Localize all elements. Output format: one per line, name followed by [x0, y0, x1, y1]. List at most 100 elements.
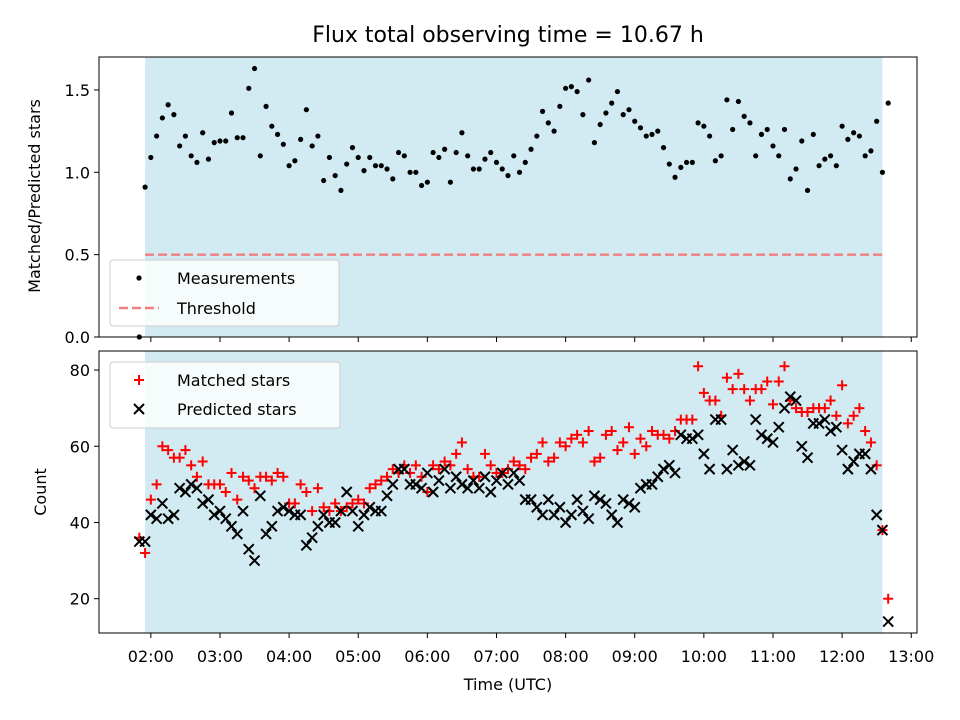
- matched-star-point: [612, 445, 623, 456]
- predicted-star-point: [703, 463, 716, 475]
- measurement-point: [240, 135, 246, 141]
- matched-star-point: [756, 384, 767, 395]
- x-tick-label: 07:00: [473, 647, 519, 666]
- measurement-point: [338, 187, 344, 194]
- measurement-point: [142, 184, 148, 190]
- predicted-star-point: [744, 459, 756, 472]
- predicted-star-point: [208, 509, 220, 521]
- matched-star-point: [307, 506, 318, 517]
- x-tick-label: 03:00: [197, 647, 243, 666]
- predicted-star-point: [283, 505, 295, 517]
- predicted-star-point: [623, 497, 635, 510]
- predicted-star-point: [433, 474, 445, 487]
- y-tick-label: 0.5: [65, 246, 90, 265]
- measurement-point: [672, 174, 678, 180]
- x-axis-label: Time (UTC): [463, 675, 552, 694]
- matched-star-point: [767, 399, 778, 410]
- matched-star-point: [238, 471, 249, 482]
- predicted-star-point: [721, 463, 733, 475]
- predicted-star-point: [847, 455, 860, 468]
- predicted-star-point: [312, 520, 324, 533]
- measurement-point: [609, 100, 615, 106]
- matched-star-point: [289, 498, 300, 509]
- predicted-star-point: [398, 463, 411, 475]
- predicted-star-point: [271, 505, 284, 517]
- matched-star-point: [163, 445, 174, 456]
- measurement-point: [332, 172, 338, 179]
- matched-star-point: [364, 483, 375, 494]
- predicted-star-point: [294, 509, 307, 521]
- measurement-point: [747, 120, 753, 126]
- predicted-star-point: [220, 512, 232, 525]
- matched-star-point: [623, 422, 634, 433]
- count-plot-frame: [98, 350, 918, 634]
- predicted-star-point: [496, 467, 508, 479]
- predicted-star-point: [461, 482, 474, 494]
- predicted-star-point: [594, 493, 606, 506]
- predicted-star-point: [870, 509, 883, 521]
- predicted-star-point: [819, 413, 831, 426]
- matched-star-point: [641, 441, 652, 452]
- measurement-point: [741, 113, 747, 119]
- measurement-point: [758, 131, 765, 138]
- predicted-star-point: [352, 520, 364, 533]
- measurement-point: [488, 149, 494, 156]
- matched-star-point: [387, 464, 398, 475]
- matched-star-point: [191, 471, 202, 482]
- matched-star-point: [232, 494, 243, 505]
- measurement-point: [349, 144, 356, 151]
- measurement-point: [799, 138, 805, 144]
- matched-star-point: [802, 406, 813, 417]
- matched-star-point: [214, 479, 225, 490]
- predicted-star-point: [536, 509, 549, 521]
- predicted-star-point: [266, 520, 278, 533]
- measurement-point: [470, 166, 477, 172]
- measurement-point: [511, 153, 517, 159]
- predicted-star-point: [185, 478, 197, 491]
- measurement-point: [442, 146, 448, 152]
- measurement-point: [246, 85, 252, 91]
- y-tick-label: 1.0: [65, 163, 90, 182]
- matched-star-point: [779, 361, 790, 372]
- predicted-star-point: [652, 471, 664, 483]
- predicted-star-point: [358, 509, 370, 521]
- measurement-point: [868, 148, 874, 154]
- measurement-point: [707, 133, 713, 139]
- measurement-point: [228, 110, 235, 116]
- measurement-point: [211, 140, 217, 146]
- chart-title: Flux total observing time = 10.67 h: [312, 23, 704, 48]
- measurement-point: [274, 131, 281, 138]
- matched-star-point: [151, 479, 162, 490]
- matched-star-point: [566, 433, 577, 444]
- measurement-point: [839, 123, 845, 129]
- measurement-point: [649, 131, 655, 138]
- matched-star-point: [226, 467, 237, 478]
- legend-marker-predicted: [133, 403, 145, 415]
- measurement-point: [315, 133, 321, 139]
- predicted-star-point: [732, 459, 745, 472]
- x-tick-label: 13:00: [888, 647, 934, 666]
- measurement-point: [781, 126, 788, 133]
- predicted-star-point: [490, 474, 503, 487]
- predicted-star-point: [582, 512, 595, 525]
- x-tick-label: 05:00: [335, 647, 381, 666]
- matched-star-point: [174, 452, 185, 463]
- predicted-star-point: [485, 486, 497, 498]
- y-tick-label: 60: [70, 437, 90, 456]
- measurement-point: [862, 153, 868, 159]
- predicted-star-point: [796, 440, 808, 452]
- predicted-star-point: [830, 421, 843, 433]
- count-legend: Matched stars Predicted stars: [109, 361, 341, 429]
- predicted-star-point: [202, 493, 215, 506]
- matched-star-point: [554, 437, 565, 448]
- predicted-star-point: [231, 528, 243, 540]
- measurement-point: [217, 138, 223, 144]
- predicted-star-point: [755, 429, 768, 441]
- ratio-panel: 0.0 0.5 1.0 1.5 Measurements Threshold: [65, 56, 918, 347]
- predicted-star-point: [657, 463, 670, 475]
- matched-star-point: [773, 376, 784, 387]
- measurement-point: [724, 97, 730, 103]
- predicted-star-point: [773, 421, 785, 433]
- matched-star-point: [721, 372, 732, 383]
- measurement-point: [459, 130, 465, 136]
